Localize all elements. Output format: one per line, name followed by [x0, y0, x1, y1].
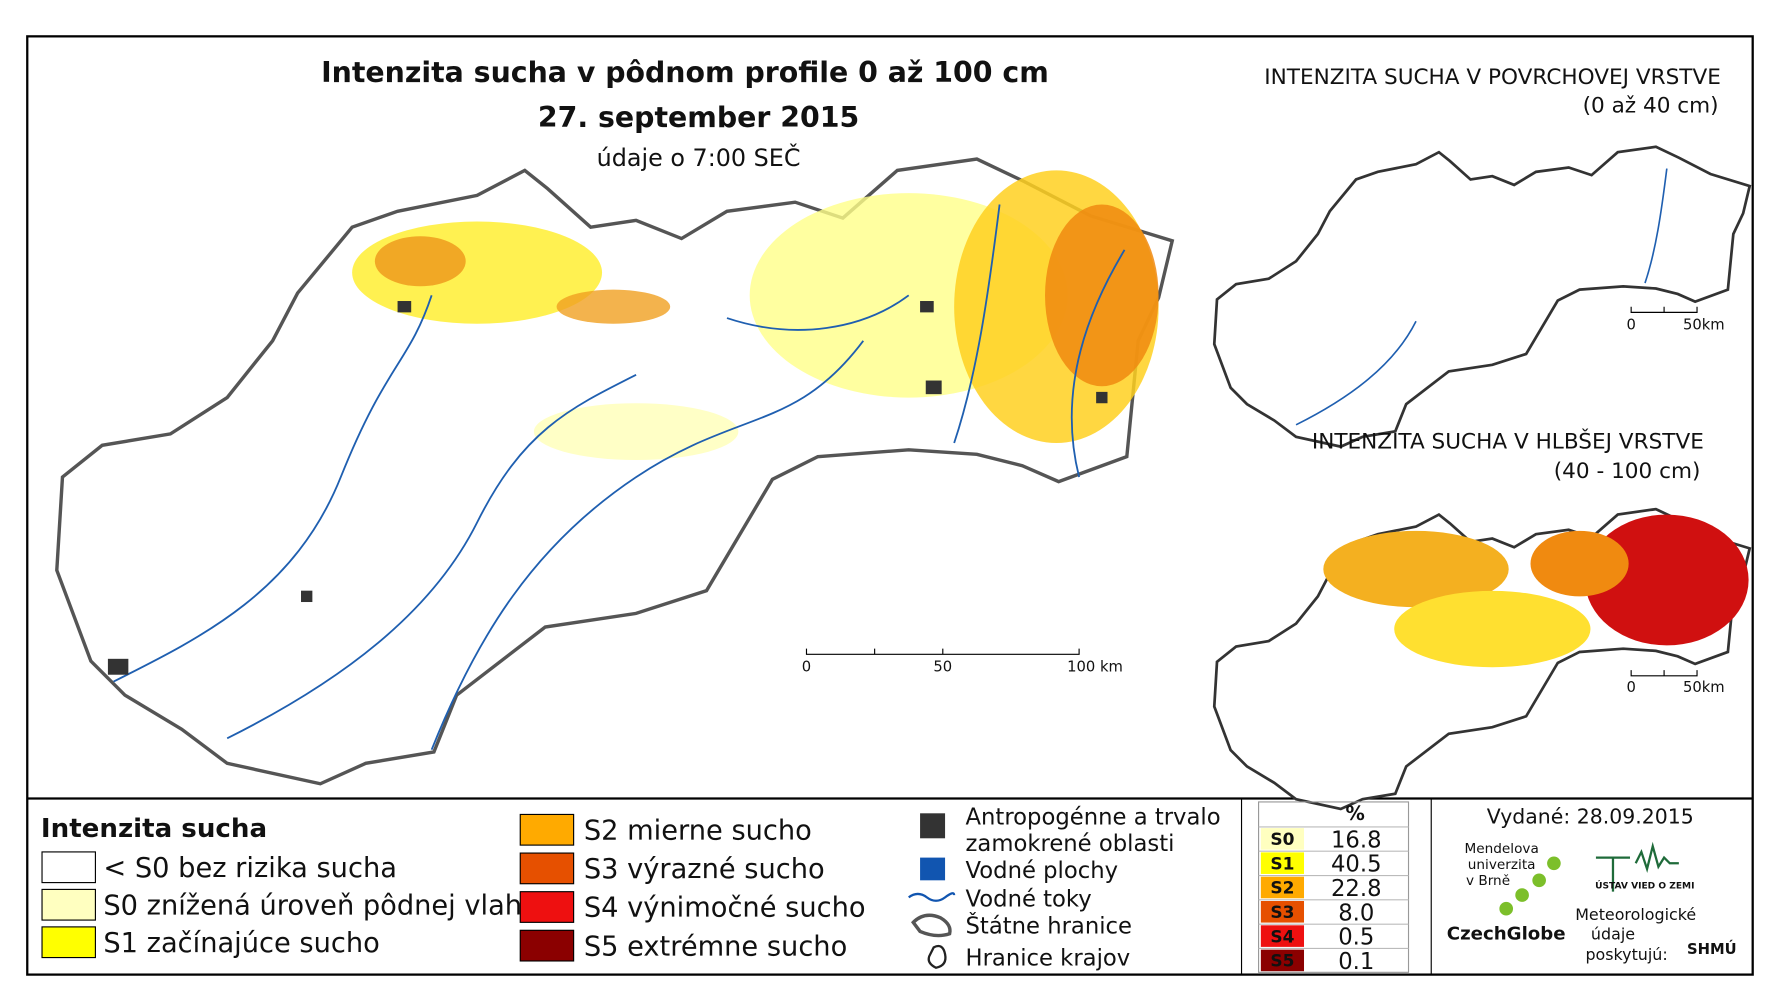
legend-swatch	[41, 888, 96, 921]
class-cell	[1260, 925, 1305, 947]
class-cell	[1260, 900, 1305, 923]
credit-logo: ÚSTAV VIED O ZEMI	[1595, 879, 1694, 891]
legend-label: < S0 bez rizika sucha	[103, 853, 397, 884]
symbol-label: zamokrené oblasti	[966, 831, 1175, 857]
symbol-legend: Antropogénne a trvalo zamokrené oblasti …	[908, 805, 1221, 972]
scale-bar	[1630, 306, 1698, 313]
credit-text: v Brně	[1466, 873, 1510, 889]
percent-table: % S0 16.8 S1 40.5 S2 22.8 S3 8.0 S4 0.5 S5 0.1	[1258, 801, 1410, 975]
legend: Intenzita sucha < S0 bez rizika sucha S0 …	[41, 813, 866, 962]
map-subtitle: údaje o 7:00 SEČ	[597, 144, 801, 172]
class-cell	[1260, 949, 1305, 972]
main-map: 0 50 100 km	[55, 157, 1174, 786]
scale-bar	[805, 648, 1080, 655]
symbol-icon	[927, 944, 947, 969]
credit-logo: CzechGlobe	[1447, 923, 1566, 944]
credit-text: poskytujú:	[1585, 945, 1667, 964]
inset-title: INTENZITA SUCHA V HLBŠEJ VRSTVE	[1312, 429, 1704, 455]
inset-depth: (40 - 100 cm)	[1554, 459, 1701, 484]
scale-bar	[1630, 670, 1698, 677]
class-cell	[1260, 852, 1305, 874]
symbol-icon	[911, 913, 952, 938]
scale-label: 100 km	[1067, 658, 1123, 675]
symbol-label: Štátne hranice	[966, 912, 1132, 940]
percent-value: 16.8	[1331, 827, 1382, 853]
symbol-label: Hranice krajov	[966, 946, 1131, 972]
map-date: 27. september 2015	[538, 101, 859, 134]
class-label: S1	[1270, 854, 1294, 874]
legend-swatch	[519, 852, 575, 885]
inset-title: INTENZITA SUCHA V POVRCHOVEJ VRSTVE	[1264, 65, 1721, 90]
credit-text: údaje	[1591, 924, 1635, 943]
inset-depth: (0 až 40 cm)	[1583, 93, 1719, 118]
legend-swatch	[41, 851, 96, 884]
percent-value: 22.8	[1331, 876, 1382, 902]
legend-swatch	[41, 926, 96, 959]
symbol-label: Vodné plochy	[966, 858, 1119, 884]
scale-label: 50km	[1683, 679, 1725, 696]
class-cell	[1260, 876, 1305, 899]
legend-label: S5 extrémne sucho	[584, 931, 847, 962]
legend-swatch	[519, 813, 575, 846]
credits: Mendelova univerzita v Brně CzechGlobe Ú…	[1447, 841, 1737, 964]
symbol-label: Antropogénne a trvalo	[966, 805, 1221, 831]
symbol-label: Vodné toky	[966, 886, 1092, 912]
legend-label: S0 znížená úroveň pôdnej vlahy	[103, 890, 538, 921]
class-label: S5	[1270, 952, 1294, 972]
percent-value: 40.5	[1331, 852, 1382, 878]
legend-label: S3 výrazné sucho	[584, 854, 825, 885]
map-title: Intenzita sucha v pôdnom profile 0 až 10…	[321, 56, 1049, 89]
class-label: S4	[1270, 927, 1294, 947]
table-border	[1258, 801, 1410, 973]
scale-label: 50	[933, 658, 952, 675]
credit-text: Meteorologické	[1575, 905, 1696, 924]
class-cell	[1260, 828, 1305, 850]
issued-date: Vydané: 28.09.2015	[1487, 805, 1694, 829]
credit-logo: SHMÚ	[1687, 940, 1737, 958]
scale-label: 0	[1626, 679, 1635, 696]
percent-value: 0.1	[1338, 949, 1374, 975]
credit-text: Mendelova	[1464, 841, 1538, 857]
scale-label: 0	[802, 658, 811, 675]
percent-value: 0.5	[1338, 925, 1374, 951]
class-label: S2	[1270, 879, 1294, 899]
legend-label: S4 výnimočné sucho	[584, 893, 866, 924]
scale-label: 0	[1626, 316, 1635, 333]
legend-swatch	[519, 891, 575, 923]
symbol-icon	[908, 892, 956, 902]
class-label: S3	[1270, 903, 1294, 923]
percent-value: 8.0	[1338, 900, 1374, 926]
scale-label: 50km	[1683, 316, 1725, 333]
class-label: S0	[1270, 830, 1294, 850]
symbol-icon	[920, 857, 946, 881]
table-header: %	[1345, 802, 1364, 825]
credit-text: univerzita	[1468, 857, 1536, 873]
symbol-icon	[920, 813, 946, 839]
legend-swatch	[519, 929, 575, 962]
legend-label: S1 začínajúce sucho	[103, 928, 379, 959]
inset-map	[1212, 145, 1752, 448]
inset-map	[1212, 507, 1752, 811]
legend-title: Intenzita sucha	[41, 814, 267, 844]
legend-label: S2 mierne sucho	[584, 815, 812, 846]
